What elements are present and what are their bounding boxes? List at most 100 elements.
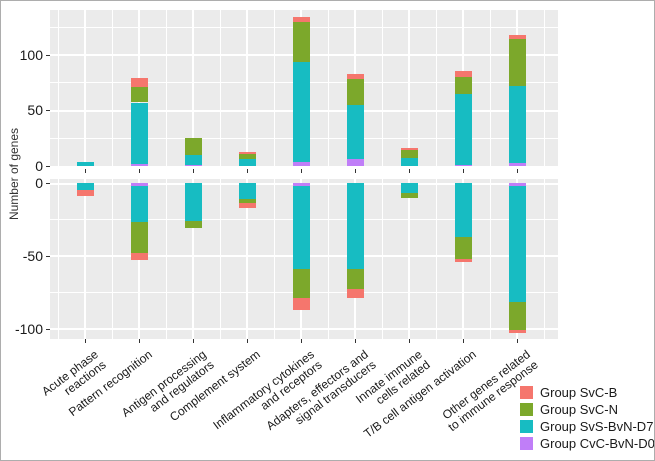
bar-segment-down: [508, 329, 526, 333]
gridline-minor-vertical: [220, 179, 221, 339]
bar-segment-down: [130, 185, 148, 223]
bar-segment-down: [238, 183, 256, 199]
bar-segment-up: [346, 159, 364, 166]
bar-segment-up: [346, 104, 364, 160]
legend-entry-label: Group SvC-B: [540, 385, 618, 400]
x-axis-tick: [193, 169, 194, 173]
gridline-minor-vertical: [58, 10, 59, 168]
negative-values-panel: [50, 179, 558, 339]
bar-segment-down: [454, 183, 472, 237]
gridline-minor-vertical: [490, 10, 491, 168]
y-axis-tick: [46, 183, 50, 184]
gridline-minor-vertical: [166, 179, 167, 339]
x-axis-tick: [301, 339, 302, 343]
y-axis-tick: [46, 166, 50, 167]
bar-segment-up: [346, 79, 364, 105]
bar-segment-up: [454, 76, 472, 94]
bar-segment-down: [238, 199, 256, 204]
gridline-major-vertical: [84, 179, 86, 339]
legend-entry-label: Group SvS-BvN-D7: [540, 419, 654, 434]
bar-segment-down: [508, 183, 526, 186]
legend-entry: Group SvC-B: [520, 384, 654, 401]
bar-segment-up: [238, 153, 256, 160]
gridline-minor-vertical: [274, 179, 275, 339]
gridline-minor-vertical: [328, 10, 329, 168]
gridline-major-vertical: [408, 179, 410, 339]
bar-segment-up: [400, 150, 418, 159]
gridline-major-vertical: [408, 10, 410, 168]
bar-segment-down: [508, 302, 526, 330]
bar-segment-down: [184, 220, 202, 229]
y-axis-tick: [46, 54, 50, 56]
x-axis-tick: [463, 339, 464, 343]
bar-segment-up: [292, 62, 310, 162]
y-axis-title: Number of genes: [7, 127, 21, 221]
bar-segment-up: [184, 154, 202, 165]
gridline-minor-vertical: [436, 179, 437, 339]
bar-segment-up: [454, 93, 472, 165]
gridline-minor-vertical: [328, 179, 329, 339]
legend-color-swatch: [520, 386, 533, 399]
bar-segment-down: [346, 289, 364, 298]
gridline-minor-vertical: [166, 10, 167, 168]
x-axis-tick: [139, 169, 140, 173]
bar-segment-up: [76, 161, 94, 166]
bar-segment-up: [238, 159, 256, 166]
bar-segment-up: [238, 151, 256, 154]
y-axis-tick-label: -100: [14, 320, 43, 337]
chart-legend: Group SvC-B Group SvC-N Group SvS-BvN-D7 Gr…: [520, 384, 655, 452]
x-axis-tick: [355, 169, 356, 173]
gridline-major-vertical: [192, 10, 194, 168]
bar-segment-down: [130, 183, 148, 186]
gridline-minor-vertical: [112, 10, 113, 168]
bar-segment-down: [184, 183, 202, 221]
bar-segment-up: [400, 148, 418, 151]
x-axis-tick: [517, 169, 518, 173]
x-axis-tick: [301, 169, 302, 173]
bar-segment-down: [454, 236, 472, 259]
bar-segment-up: [130, 163, 148, 166]
bar-segment-up: [184, 164, 202, 166]
gridline-major-vertical: [246, 10, 248, 168]
gridline-minor-vertical: [382, 10, 383, 168]
bar-segment-up: [454, 164, 472, 166]
gridline-minor-vertical: [382, 179, 383, 339]
y-axis-tick-label: -50: [22, 247, 43, 264]
x-axis-tick: [247, 169, 248, 173]
bar-segment-down: [76, 190, 94, 197]
gridline-minor-vertical: [274, 10, 275, 168]
y-axis-tick-label: 50: [27, 102, 43, 119]
bar-segment-up: [508, 85, 526, 163]
x-axis-tick: [355, 339, 356, 343]
bar-segment-up: [346, 73, 364, 80]
gridline-minor-vertical: [490, 179, 491, 339]
bar-segment-down: [130, 222, 148, 253]
x-axis-tick: [139, 339, 140, 343]
y-axis-tick-label: 0: [35, 175, 43, 191]
bar-segment-up: [454, 71, 472, 77]
gridline-major-vertical: [192, 179, 194, 339]
bar-segment-up: [292, 161, 310, 166]
x-axis-tick: [247, 339, 248, 343]
gridline-minor-vertical: [544, 179, 545, 339]
bar-segment-down: [292, 183, 310, 186]
gridline-major-vertical: [246, 179, 248, 339]
bar-segment-down: [292, 185, 310, 269]
gridline-minor-vertical: [544, 10, 545, 168]
legend-entry-label: Group SvC-N: [540, 402, 619, 417]
gridline-minor-vertical: [112, 179, 113, 339]
legend-color-swatch: [520, 437, 533, 450]
gridline-major: [50, 328, 558, 330]
bar-segment-down: [346, 268, 364, 290]
bar-segment-up: [292, 22, 310, 63]
bar-segment-down: [508, 185, 526, 303]
bar-segment-down: [400, 193, 418, 198]
legend-entry-label: Group CvC-BvN-D0: [540, 436, 655, 451]
bar-segment-up: [130, 102, 148, 164]
bar-segment-up: [130, 86, 148, 103]
legend-entry: Group SvC-N: [520, 401, 654, 418]
y-axis-tick-label: 100: [19, 46, 43, 63]
bar-segment-down: [454, 258, 472, 262]
x-axis-tick: [85, 169, 86, 173]
